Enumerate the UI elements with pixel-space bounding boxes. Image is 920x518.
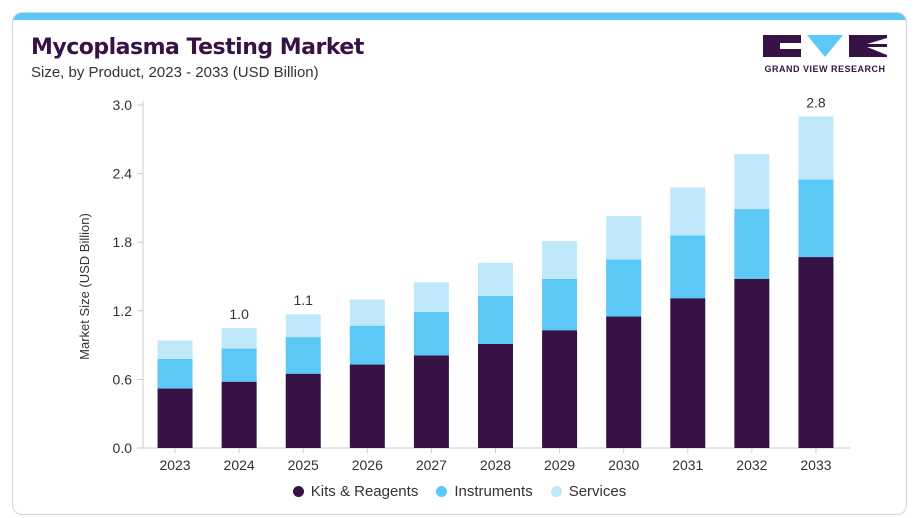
chart-subtitle: Size, by Product, 2023 - 2033 (USD Billi… xyxy=(31,64,319,81)
data-label-2033: 2.8 xyxy=(806,94,826,110)
bar-segment-instruments-2031 xyxy=(670,235,706,299)
y-tick-label: 0.0 xyxy=(113,440,133,456)
bar-segment-services-2024 xyxy=(221,327,257,349)
bar-segment-kits-reagents-2026 xyxy=(349,364,385,448)
legend-label: Instruments xyxy=(454,483,533,500)
legend-label: Services xyxy=(568,483,627,500)
bar-segment-kits-reagents-2029 xyxy=(542,330,578,448)
bar-segment-services-2033 xyxy=(798,116,834,180)
bar-segment-kits-reagents-2033 xyxy=(798,257,834,448)
bar-segment-services-2030 xyxy=(606,215,642,260)
stacked-bar-chart: 0.0 0.6 1.2 1.8 2.4 3.0 Market Size (USD Billi… xyxy=(77,94,850,473)
x-tick-label: 2030 xyxy=(608,457,639,473)
brand-logo: GRAND VIEW RESEARCH xyxy=(761,35,889,79)
bar-segment-instruments-2025 xyxy=(285,337,321,374)
x-tick-label: 2024 xyxy=(224,457,255,473)
top-accent-bar xyxy=(13,13,906,20)
x-tick-label: 2031 xyxy=(672,457,703,473)
bar-segment-instruments-2030 xyxy=(606,259,642,317)
logo-mark-icon xyxy=(763,35,887,57)
x-tick-label: 2032 xyxy=(736,457,767,473)
y-tick-label: 0.6 xyxy=(113,371,133,387)
x-tick-label: 2027 xyxy=(416,457,447,473)
bar-segment-services-2025 xyxy=(285,314,321,338)
bar-segment-kits-reagents-2023 xyxy=(157,388,193,448)
chart-title: Mycoplasma Testing Market xyxy=(31,35,364,60)
legend-swatch-icon xyxy=(436,486,448,497)
brand-name: GRAND VIEW RESEARCH xyxy=(764,64,886,74)
y-tick-label: 1.2 xyxy=(113,303,133,319)
bar-segment-services-2028 xyxy=(478,262,513,296)
bar-segment-instruments-2033 xyxy=(798,179,834,258)
bar-segment-instruments-2032 xyxy=(734,209,770,279)
legend-item: Kits & Reagents xyxy=(292,483,419,500)
legend-item: Instruments xyxy=(436,483,533,500)
bar-segment-kits-reagents-2027 xyxy=(413,355,449,448)
bar-segment-kits-reagents-2025 xyxy=(285,373,321,448)
bar-segment-services-2029 xyxy=(542,241,578,279)
chart-card: Mycoplasma Testing Market Size, by Produ… xyxy=(12,12,907,515)
bar-segment-instruments-2023 xyxy=(157,358,193,389)
x-tick-label: 2028 xyxy=(480,457,511,473)
bar-segment-instruments-2024 xyxy=(221,348,257,382)
y-axis-title: Market Size (USD Billion) xyxy=(77,213,92,360)
bar-segment-kits-reagents-2031 xyxy=(670,298,706,448)
legend-swatch-icon xyxy=(292,486,304,497)
data-label-2025: 1.1 xyxy=(293,292,313,308)
legend-label: Kits & Reagents xyxy=(310,483,419,500)
bar-segment-services-2027 xyxy=(413,282,449,312)
y-tick-label: 2.4 xyxy=(113,166,133,182)
bar-segment-services-2023 xyxy=(157,340,193,359)
bar-segment-services-2032 xyxy=(734,154,770,210)
x-tick-label: 2026 xyxy=(352,457,383,473)
bar-segment-kits-reagents-2032 xyxy=(734,278,770,448)
bar-segment-instruments-2029 xyxy=(542,278,578,331)
x-tick-label: 2023 xyxy=(159,457,190,473)
chart-legend: Kits & Reagents Instruments Services xyxy=(13,483,906,500)
bar-segment-instruments-2026 xyxy=(349,325,385,365)
bar-segment-kits-reagents-2028 xyxy=(478,343,513,448)
legend-item: Services xyxy=(550,483,627,500)
x-tick-label: 2033 xyxy=(800,457,831,473)
x-tick-label: 2025 xyxy=(288,457,319,473)
bar-segment-kits-reagents-2030 xyxy=(606,316,642,448)
bar-segment-kits-reagents-2024 xyxy=(221,381,257,448)
bar-segment-instruments-2027 xyxy=(413,311,449,356)
y-tick-label: 3.0 xyxy=(113,97,133,113)
bar-segment-services-2026 xyxy=(349,299,385,326)
bar-segment-services-2031 xyxy=(670,187,706,236)
data-label-2024: 1.0 xyxy=(229,306,249,322)
bar-segment-instruments-2028 xyxy=(478,295,513,344)
x-tick-label: 2029 xyxy=(544,457,575,473)
legend-swatch-icon xyxy=(550,486,562,497)
y-tick-label: 1.8 xyxy=(113,234,133,250)
